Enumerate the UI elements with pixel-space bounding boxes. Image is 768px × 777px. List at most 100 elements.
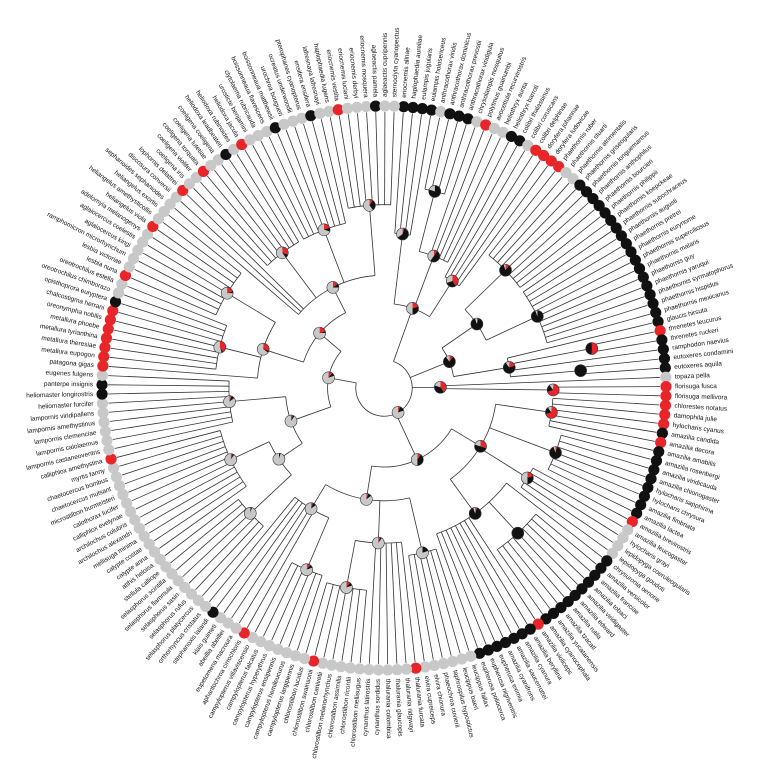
- tip-state: [110, 471, 122, 483]
- pie-wedge: [470, 318, 483, 330]
- tip-state: [447, 655, 459, 668]
- tip-state: [435, 106, 447, 118]
- branch: [591, 331, 655, 346]
- pie-wedge: [553, 446, 556, 453]
- branch: [438, 133, 493, 259]
- branch: [285, 129, 325, 230]
- branch: [223, 502, 303, 614]
- branch: [539, 279, 638, 322]
- tip-state: [656, 427, 668, 439]
- tip-state: [658, 418, 670, 430]
- branch: [332, 587, 347, 660]
- tip-state: [497, 126, 509, 138]
- pie-wedge: [332, 283, 339, 288]
- pie-wedge: [224, 453, 237, 466]
- pie-outline: [545, 406, 558, 419]
- pie-outline: [546, 383, 560, 397]
- pie-wedge: [282, 252, 288, 258]
- branch: [157, 229, 234, 284]
- tip-state: [369, 100, 382, 112]
- tip-state: [238, 627, 250, 639]
- tip-state: [261, 125, 273, 138]
- pie-wedge: [527, 476, 534, 484]
- branch: [444, 124, 467, 195]
- branch: [121, 303, 224, 337]
- branch: [535, 513, 597, 565]
- tip-label: eutoxeres aquila: [674, 361, 722, 371]
- pie-outline: [360, 493, 373, 506]
- branch: [553, 386, 660, 388]
- pie-outline: [213, 340, 227, 354]
- branch: [252, 144, 304, 240]
- tip-state: [123, 261, 135, 273]
- pie-wedge: [311, 502, 313, 509]
- branch: [545, 304, 648, 338]
- pie-wedge: [282, 246, 289, 255]
- branch: [202, 525, 264, 597]
- tip-state: [344, 662, 356, 674]
- tip-state: [644, 289, 656, 301]
- pie-outline: [372, 536, 385, 550]
- branch: [546, 313, 651, 344]
- tip-state: [471, 116, 483, 128]
- tip-state: [246, 631, 259, 644]
- branch: [537, 270, 635, 317]
- pie-wedge: [300, 563, 313, 576]
- branch: [519, 223, 607, 288]
- branch: [230, 441, 270, 460]
- branch: [124, 294, 225, 332]
- pie-wedge: [505, 264, 510, 271]
- tip-state: [281, 647, 293, 659]
- tip-state: [236, 138, 248, 151]
- branch: [149, 476, 241, 534]
- branch: [390, 112, 395, 205]
- branch: [550, 414, 657, 433]
- branch: [527, 477, 619, 535]
- pie-wedge: [527, 471, 534, 478]
- branch: [448, 150, 526, 280]
- branch: [541, 287, 642, 328]
- pie-wedge: [547, 406, 552, 413]
- pie-outline: [284, 414, 298, 428]
- pie-outline: [275, 246, 289, 260]
- tip-state: [658, 352, 671, 365]
- tip-state: [116, 278, 128, 290]
- branch: [294, 126, 330, 229]
- pie-outline: [317, 223, 331, 237]
- pie-outline: [391, 406, 405, 419]
- tip-state: [499, 636, 512, 649]
- tip-state: [647, 297, 659, 310]
- branch: [552, 398, 660, 406]
- pie-wedge: [306, 564, 313, 570]
- tip-state: [652, 315, 664, 328]
- branch: [108, 390, 229, 395]
- tip-label: sternoclyta cyanopectus: [391, 27, 401, 98]
- tip-state: [363, 664, 375, 676]
- branch: [323, 586, 341, 658]
- tip-label: thalurania ridgwayi: [403, 678, 414, 733]
- pie-wedge: [319, 327, 326, 334]
- tip-state: [620, 238, 632, 250]
- branch: [110, 347, 217, 365]
- pie-outline: [340, 581, 353, 594]
- branch: [395, 542, 407, 664]
- branch: [236, 154, 295, 246]
- branch: [410, 361, 450, 378]
- pie-outline: [326, 281, 340, 294]
- branch: [512, 537, 565, 598]
- tip-state: [473, 647, 486, 659]
- tip-state: [117, 488, 129, 501]
- pie-wedge: [223, 395, 236, 408]
- branch: [560, 434, 651, 460]
- pie-wedge: [531, 310, 544, 323]
- branch: [139, 466, 235, 518]
- branch: [520, 486, 608, 551]
- branch: [401, 542, 416, 663]
- branch: [495, 403, 552, 413]
- tip-state: [120, 497, 133, 509]
- branch: [206, 175, 276, 259]
- pie-wedge: [278, 453, 281, 460]
- pie-wedge: [219, 341, 226, 352]
- branch: [529, 246, 622, 302]
- pie-outline: [530, 310, 544, 323]
